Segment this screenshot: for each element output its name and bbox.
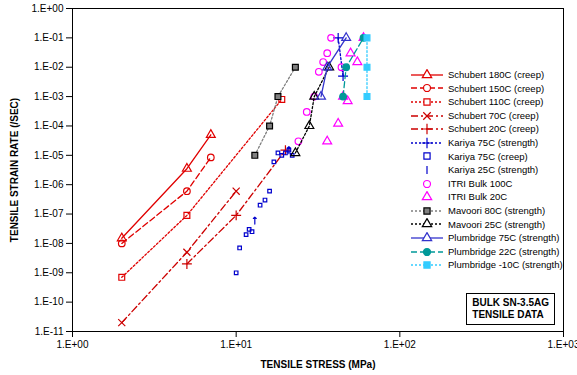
html-text:ITRI Bulk 20C: ITRI Bulk 20C [448, 191, 508, 203]
html-text:TENSILE DATA: TENSILE DATA [472, 309, 544, 320]
svg-text:1.E+03: 1.E+03 [548, 339, 577, 350]
svg-text:1.E+00: 1.E+00 [57, 339, 89, 350]
svg-text:TENSILE STRAIN RATE (/SEC): TENSILE STRAIN RATE (/SEC) [9, 98, 20, 242]
svg-text:1.E-11: 1.E-11 [35, 326, 64, 337]
html-text:Kariya 75C (creep): Kariya 75C (creep) [448, 150, 528, 162]
html-text:Schubert 180C (creep): Schubert 180C (creep) [448, 69, 545, 80]
html-text:Schubert 20C (creep): Schubert 20C (creep) [448, 123, 539, 135]
svg-text:1.E-04: 1.E-04 [34, 120, 64, 131]
svg-text:1.E-10: 1.E-10 [34, 296, 64, 307]
html-text:Kariya 25C (strength): Kariya 25C (strength) [448, 164, 539, 176]
html-text:Plumbridge 75C (strength): Plumbridge 75C (strength) [448, 232, 560, 244]
html-text:Kariya 75C (strength): Kariya 75C (strength) [448, 137, 539, 148]
html-text:ITRI Bulk 100C: ITRI Bulk 100C [448, 177, 513, 189]
svg-text:1.E+01: 1.E+01 [220, 339, 252, 350]
svg-text:1.E-01: 1.E-01 [34, 32, 64, 43]
html-text:Plumbridge -10C (strength): Plumbridge -10C (strength) [448, 259, 563, 271]
svg-text:1.E-06: 1.E-06 [34, 179, 64, 190]
svg-text:1.E-08: 1.E-08 [34, 238, 64, 249]
html-text:Schubert 70C (creep): Schubert 70C (creep) [448, 109, 539, 121]
html-text:Mavoori 80C (strength): Mavoori 80C (strength) [448, 204, 546, 216]
svg-text:1.E-07: 1.E-07 [34, 208, 64, 219]
svg-text:TENSILE STRESS (MPa): TENSILE STRESS (MPa) [260, 359, 375, 370]
svg-text:1.E-05: 1.E-05 [34, 150, 64, 161]
svg-text:1.E-03: 1.E-03 [34, 91, 64, 102]
svg-text:1.E-02: 1.E-02 [34, 61, 64, 72]
html-text:Mavoori 25C (strength): Mavoori 25C (strength) [448, 218, 546, 230]
html-text:Schubert 150C (creep): Schubert 150C (creep) [448, 82, 545, 94]
svg-text:1.E+02: 1.E+02 [384, 339, 416, 350]
svg-text:1.E+00: 1.E+00 [32, 3, 64, 14]
html-text:Schubert 110C (creep): Schubert 110C (creep) [448, 96, 544, 108]
svg-text:1.E-09: 1.E-09 [34, 267, 64, 278]
html-text:BULK SN-3.5AG: BULK SN-3.5AG [472, 297, 549, 308]
html-text:Plumbridge 22C (strength): Plumbridge 22C (strength) [448, 245, 560, 257]
